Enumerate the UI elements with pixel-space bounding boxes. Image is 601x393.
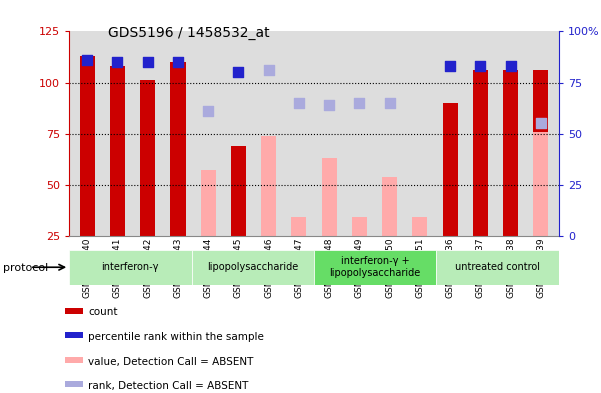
Bar bbox=[171, 62, 186, 236]
Text: value, Detection Call = ABSENT: value, Detection Call = ABSENT bbox=[88, 356, 254, 367]
Bar bbox=[436, 250, 559, 285]
Bar bbox=[412, 217, 427, 236]
Bar bbox=[352, 217, 367, 236]
Bar bbox=[533, 70, 548, 236]
Point bbox=[294, 100, 304, 106]
Point bbox=[82, 57, 92, 63]
Point bbox=[385, 100, 394, 106]
Text: lipopolysaccharide: lipopolysaccharide bbox=[207, 262, 299, 272]
Point bbox=[112, 59, 122, 65]
Text: interferon-γ +
lipopolysaccharide: interferon-γ + lipopolysaccharide bbox=[329, 256, 421, 278]
Bar bbox=[140, 81, 155, 236]
Point bbox=[264, 67, 273, 73]
Bar bbox=[65, 382, 83, 387]
Bar bbox=[382, 176, 397, 236]
Bar bbox=[192, 250, 314, 285]
Bar bbox=[291, 217, 307, 236]
Bar bbox=[533, 132, 548, 236]
Bar bbox=[473, 70, 488, 236]
Point bbox=[506, 63, 516, 69]
Text: percentile rank within the sample: percentile rank within the sample bbox=[88, 332, 264, 342]
Bar bbox=[65, 308, 83, 314]
Point bbox=[536, 120, 546, 127]
Point bbox=[475, 63, 485, 69]
Bar bbox=[503, 70, 518, 236]
Bar bbox=[65, 332, 83, 338]
Bar bbox=[314, 250, 436, 285]
Point bbox=[203, 108, 213, 114]
Bar bbox=[80, 56, 95, 236]
Text: GDS5196 / 1458532_at: GDS5196 / 1458532_at bbox=[108, 26, 270, 40]
Text: untreated control: untreated control bbox=[455, 262, 540, 272]
Bar bbox=[110, 66, 125, 236]
Point bbox=[355, 100, 364, 106]
Point bbox=[234, 69, 243, 75]
Bar bbox=[201, 171, 216, 236]
Text: count: count bbox=[88, 307, 118, 318]
Bar bbox=[65, 357, 83, 363]
Text: rank, Detection Call = ABSENT: rank, Detection Call = ABSENT bbox=[88, 381, 249, 391]
Bar bbox=[442, 103, 457, 236]
Bar bbox=[261, 136, 276, 236]
Text: interferon-γ: interferon-γ bbox=[102, 262, 159, 272]
Point bbox=[445, 63, 455, 69]
Text: protocol: protocol bbox=[3, 263, 48, 273]
Bar bbox=[322, 158, 337, 236]
Point bbox=[143, 59, 153, 65]
Point bbox=[325, 102, 334, 108]
Bar bbox=[231, 146, 246, 236]
Point bbox=[173, 59, 183, 65]
Bar bbox=[69, 250, 192, 285]
